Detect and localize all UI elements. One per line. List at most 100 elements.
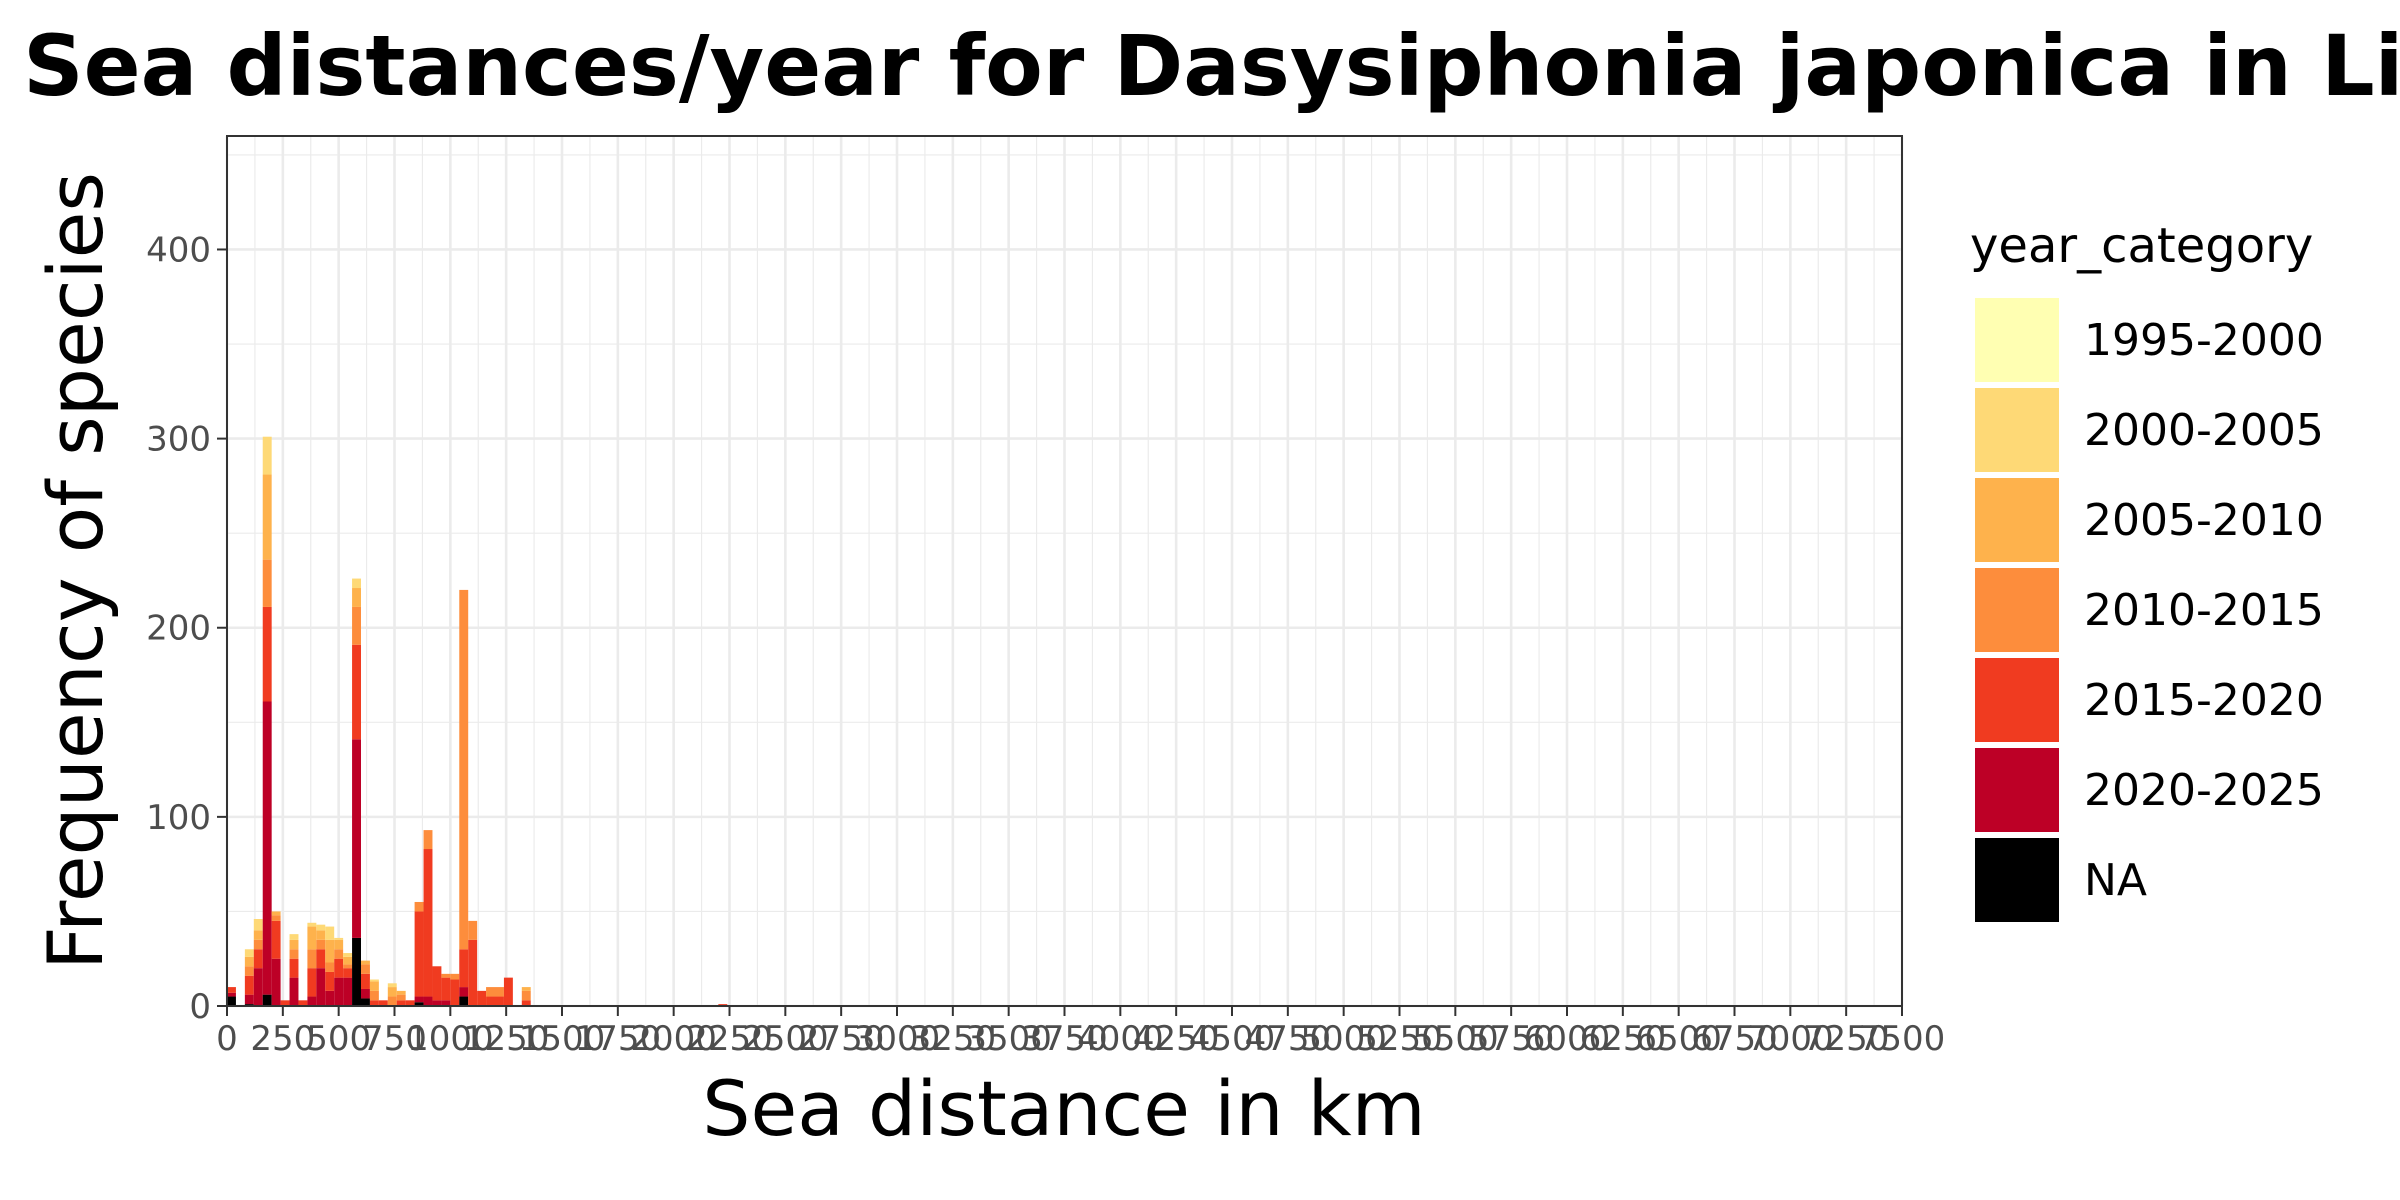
bar-segment (450, 973, 460, 980)
bar-segment (369, 990, 379, 1001)
x-tick-label: 250 (250, 1019, 315, 1059)
bar-segment (352, 606, 361, 645)
x-tick-label: 6750 (1691, 1019, 1778, 1059)
x-tick-label: 3500 (965, 1019, 1052, 1059)
legend-label: 2000-2005 (2084, 405, 2324, 456)
bar-segment (352, 739, 361, 938)
bar-segment (307, 926, 317, 950)
bar-segment (503, 977, 513, 1006)
x-tick-label: 1000 (407, 1019, 494, 1059)
legend-label: NA (2084, 855, 2147, 906)
y-tick-label: 100 (146, 798, 211, 838)
bar-segment (459, 949, 469, 988)
x-tick-label: 1500 (519, 1019, 606, 1059)
bar-segment (325, 971, 335, 991)
legend-label: 2005-2010 (2084, 495, 2324, 546)
bar-segment (316, 968, 326, 1006)
bar-segment (396, 990, 406, 995)
bar-segment (369, 1000, 379, 1006)
bar-segment (262, 436, 272, 475)
bar-segment (253, 939, 263, 950)
bar-segment (450, 979, 460, 1006)
legend-swatch (1975, 388, 2059, 472)
bar-segment (262, 701, 272, 995)
bar-segment (262, 606, 272, 702)
bar-segment (343, 964, 353, 969)
bar-segment (334, 958, 344, 978)
legend-label: 1995-2000 (2084, 315, 2324, 366)
x-tick-label: 2250 (686, 1019, 773, 1059)
legend: year_category 1995-2000 2000-2005 2005-201… (1970, 218, 2324, 922)
bar-segment (262, 559, 272, 607)
x-tick-label: 7250 (1803, 1019, 1890, 1059)
bar-segment (244, 966, 254, 976)
bar-segment (423, 849, 433, 997)
bar-segment (343, 956, 353, 965)
legend-label: 2010-2015 (2084, 585, 2324, 636)
legend-swatch (1975, 478, 2059, 562)
bar-segment (387, 983, 397, 988)
bar-segment (343, 968, 353, 978)
bar-segment (369, 979, 379, 982)
x-tick-label: 750 (362, 1019, 427, 1059)
bar-segment (316, 930, 326, 940)
bar-segment (316, 939, 326, 950)
bar-segment (521, 990, 531, 1001)
bar-segment (361, 973, 370, 989)
bar-segment (361, 960, 370, 965)
bar-segment (441, 973, 451, 978)
y-axis-ticks: 0 100 200 300 400 (146, 230, 227, 1027)
x-tick-label: 3250 (910, 1019, 997, 1059)
bar-segment (325, 926, 335, 940)
bar-segment (289, 934, 299, 940)
bar-segment (468, 939, 478, 1006)
bar-segment (521, 1000, 531, 1006)
x-tick-label: 4000 (1077, 1019, 1164, 1059)
bar-segment (271, 911, 281, 916)
x-tick-label: 6250 (1580, 1019, 1667, 1059)
bar-segment (307, 968, 317, 997)
bar-segment (289, 939, 299, 950)
bar-segment (459, 987, 469, 997)
y-tick-label: 200 (146, 609, 211, 649)
bar-segment (289, 949, 299, 959)
legend-title: year_category (1970, 218, 2313, 274)
x-tick-label: 5750 (1468, 1019, 1555, 1059)
bar-segment (244, 949, 254, 957)
x-axis-title: Sea distance in km (702, 1064, 1425, 1153)
bar-segment (298, 1000, 308, 1006)
bar-segment (352, 578, 361, 589)
bar-segment (369, 981, 379, 991)
bar-segment (325, 962, 335, 972)
bar-segment (343, 953, 353, 957)
bar-segment (361, 988, 370, 999)
bar-segment (334, 949, 344, 959)
bar-segment (271, 915, 281, 921)
legend-swatch (1975, 658, 2059, 742)
y-tick-label: 400 (146, 230, 211, 270)
x-tick-label: 1250 (463, 1019, 550, 1059)
bar-segment (432, 1000, 442, 1006)
bar-segment (244, 956, 254, 967)
bar-segment (325, 990, 335, 1006)
legend-swatch (1975, 298, 2059, 382)
bar-segment (414, 1002, 424, 1006)
x-tick-label: 4500 (1189, 1019, 1276, 1059)
legend-label: 2020-2025 (2084, 765, 2324, 816)
bar-segment (378, 1000, 388, 1006)
bar-segment (307, 922, 317, 927)
bar-segment (361, 998, 370, 1006)
bar-segment (316, 949, 326, 969)
x-tick-label: 4750 (1245, 1019, 1332, 1059)
x-tick-label: 4250 (1133, 1019, 1220, 1059)
legend-swatch (1975, 748, 2059, 832)
bar-segment (307, 949, 317, 969)
histogram-bars (227, 436, 728, 1006)
bar-segment (423, 996, 433, 1006)
bar-segment (253, 930, 263, 940)
bar-segment (441, 977, 451, 1001)
bar-segment (227, 987, 236, 993)
x-tick-label: 6000 (1524, 1019, 1611, 1059)
bar-segment (361, 964, 370, 974)
